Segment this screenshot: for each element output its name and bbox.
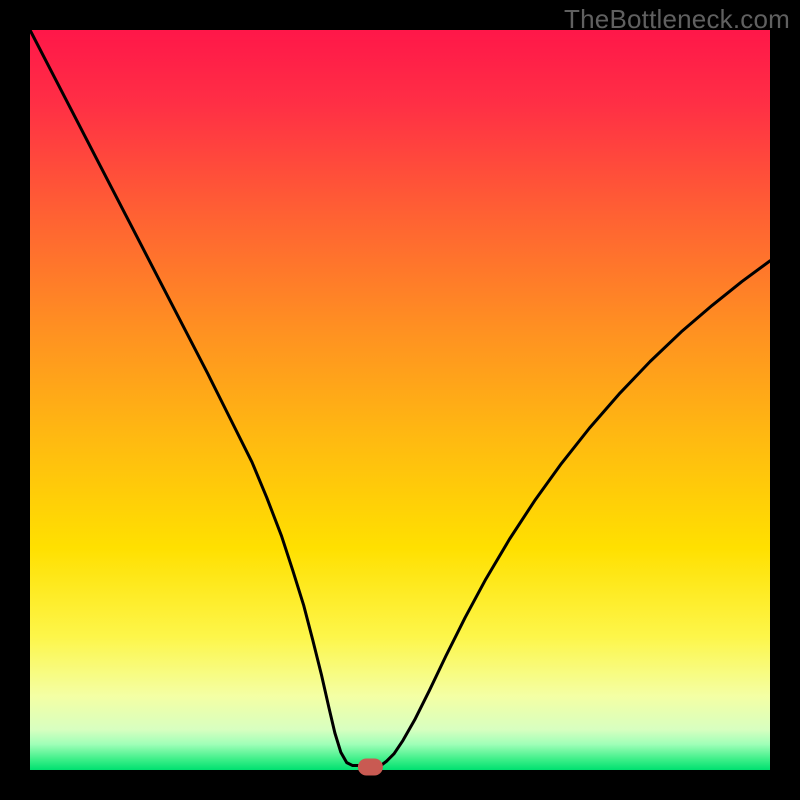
chart-stage: TheBottleneck.com (0, 0, 800, 800)
bottleneck-chart (0, 0, 800, 800)
plot-background (30, 30, 770, 770)
optimal-marker (358, 759, 382, 775)
